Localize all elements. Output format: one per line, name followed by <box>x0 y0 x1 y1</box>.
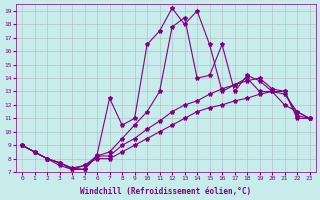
X-axis label: Windchill (Refroidissement éolien,°C): Windchill (Refroidissement éolien,°C) <box>80 187 252 196</box>
